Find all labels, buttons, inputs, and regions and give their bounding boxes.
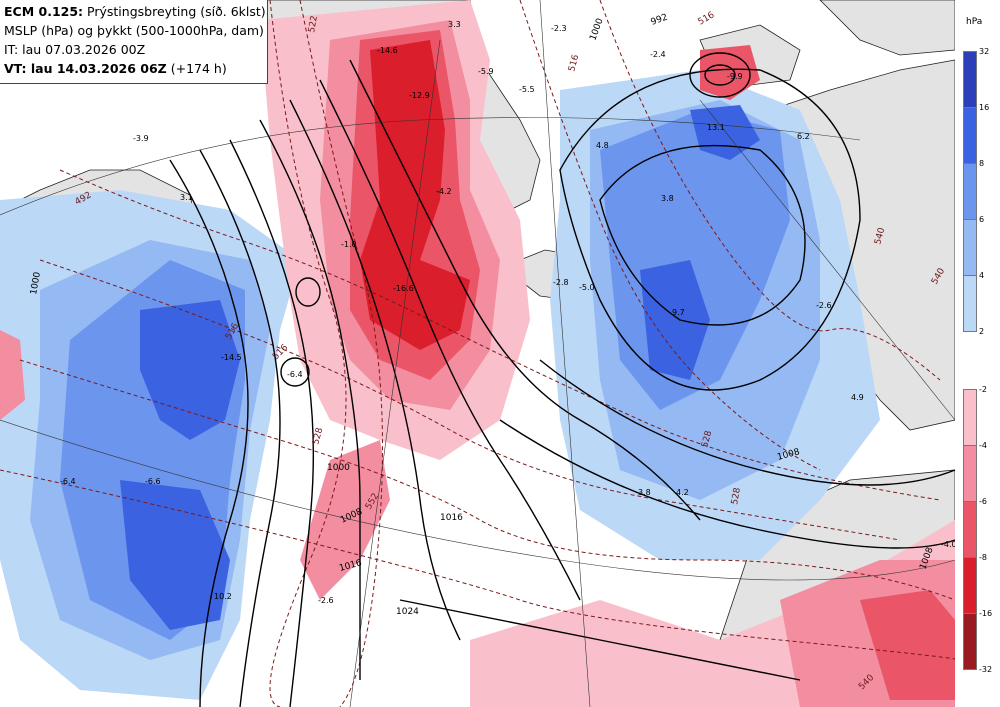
value-label: -6.6 [145, 477, 161, 486]
isobar-label: 1024 [396, 607, 419, 617]
legend-label-rise: 16 [979, 103, 990, 112]
value-label: 4.8 [596, 141, 609, 150]
legend-swatch-fall-4 [963, 557, 977, 614]
value-label: -12.9 [409, 91, 430, 100]
rise-area-sw-core [120, 480, 230, 630]
value-label: -9.9 [727, 72, 743, 81]
value-label: -2.6 [816, 301, 832, 310]
value-label: -14.6 [377, 46, 398, 55]
pressure-fall-shading [0, 0, 955, 707]
value-label: -4.0 [941, 540, 957, 549]
chart-header: ECM 0.125: Prýstingsbreyting (síð. 6klst… [0, 0, 268, 84]
parameter-label: Prýstingsbreyting (síð. 6klst) [87, 4, 266, 19]
fall-area-south-strong [860, 590, 955, 700]
isobar-label: 1000 [29, 271, 43, 296]
model-label: ECM 0.125: [4, 4, 84, 19]
value-label: -2.3 [551, 24, 567, 33]
value-label: -2.6 [318, 596, 334, 605]
value-label: 6.2 [797, 132, 810, 141]
value-label: -6.4 [287, 370, 303, 379]
legend-label-rise: 8 [979, 159, 985, 168]
value-label: 3.8 [661, 194, 674, 203]
value-label: -5.9 [478, 67, 494, 76]
legend-swatch-fall-5 [963, 613, 977, 670]
fall-area-channel [300, 440, 390, 600]
fall-area-west-edge [0, 330, 25, 420]
isobars [169, 52, 956, 707]
value-labels: 3.3 -2.3 -14.6 -12.9 -5.9 -5.5 -2.4 -9.9… [60, 20, 957, 605]
legend-label-fall: -2 [979, 385, 987, 394]
header-line-2: MSLP (hPa) og þykkt (500-1000hPa, dam) [4, 23, 264, 38]
value-label: 13.1 [707, 123, 725, 132]
legend-swatch-fall-2 [963, 445, 977, 502]
value-label: -2.4 [650, 50, 666, 59]
value-label: 3.3 [448, 20, 461, 29]
legend-unit: hPa [966, 17, 983, 27]
legend-swatch-rise-3 [963, 163, 977, 220]
thickness-lines [0, 0, 959, 707]
legend-panel [955, 0, 1000, 707]
value-label: -14.5 [221, 353, 242, 362]
graticule [0, 0, 956, 707]
isobar-label: 1000 [327, 463, 350, 473]
value-label: 3.8 [638, 488, 651, 497]
thickness-label: 522 [307, 15, 320, 34]
legend-swatch-rise-1 [963, 51, 977, 108]
value-label: 10.2 [214, 592, 232, 601]
valid-time-label: VT: lau 14.03.2026 06Z [4, 61, 167, 76]
pressure-rise-shading [0, 70, 880, 700]
value-label: -16.6 [393, 284, 414, 293]
rise-area-east-core [640, 260, 710, 380]
value-label: -3.9 [133, 134, 149, 143]
fall-area-greenland-core [360, 40, 470, 350]
value-label: -5.5 [519, 85, 535, 94]
legend-label-fall: -8 [979, 553, 987, 562]
value-label: -5.0 [579, 283, 595, 292]
thickness-label: 528 [311, 426, 325, 445]
legend-label-rise: 6 [979, 215, 985, 224]
rise-area-west-core [140, 300, 240, 440]
legend-swatch-rise-5 [963, 275, 977, 332]
legend-label-fall: -6 [979, 497, 987, 506]
legend-label-fall: -32 [979, 665, 993, 674]
legend-label-fall: -16 [979, 609, 993, 618]
legend-label-fall: -4 [979, 441, 987, 450]
header-line-1: ECM 0.125: Prýstingsbreyting (síð. 6klst… [4, 2, 267, 21]
value-label: -1.0 [341, 240, 357, 249]
value-label: 9.7 [672, 308, 685, 317]
value-label: 3.1 [180, 193, 193, 202]
legend-label-rise: 2 [979, 327, 985, 336]
legend-swatch-rise-4 [963, 219, 977, 276]
thickness-label: 528 [700, 429, 714, 448]
legend-swatch-rise-2 [963, 107, 977, 164]
value-label: -6.4 [60, 477, 76, 486]
value-label: -2.8 [553, 278, 569, 287]
value-label: 4.9 [851, 393, 864, 402]
legend-swatch-fall-3 [963, 501, 977, 558]
legend-swatch-fall-1 [963, 389, 977, 446]
lead-time-label: (+174 h) [170, 61, 227, 76]
header-line-3: IT: lau 07.03.2026 00Z [4, 42, 146, 57]
northeast-land [819, 0, 956, 56]
thickness-label: 528 [730, 487, 743, 506]
value-label: 4.2 [676, 488, 689, 497]
thickness-label: 516 [567, 53, 581, 72]
legend-label-rise: 32 [979, 47, 990, 56]
legend-label-rise: 4 [979, 271, 985, 280]
thickness-label: 540 [873, 226, 887, 245]
isobar-label: 1016 [440, 513, 463, 523]
value-label: -4.2 [436, 187, 452, 196]
header-line-4: VT: lau 14.03.2026 06Z (+174 h) [4, 59, 267, 78]
